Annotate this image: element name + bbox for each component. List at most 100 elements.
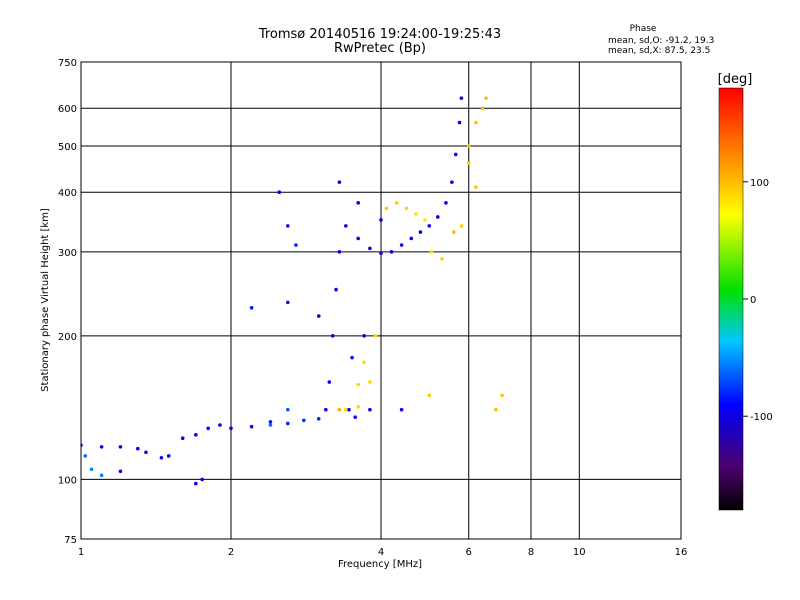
phase-o-stats: mean, sd,O: -91.2, 19.3 bbox=[608, 36, 714, 46]
data-point bbox=[218, 423, 222, 427]
data-point bbox=[384, 206, 389, 211]
data-point bbox=[337, 180, 342, 184]
data-point bbox=[285, 300, 290, 305]
data-point bbox=[249, 424, 254, 429]
data-point bbox=[350, 355, 354, 360]
colorbar-tick-label: 100 bbox=[750, 178, 769, 189]
x-tick-label: 10 bbox=[573, 547, 586, 558]
data-point bbox=[453, 152, 458, 157]
data-point bbox=[356, 404, 360, 409]
data-point bbox=[440, 257, 444, 261]
data-point bbox=[99, 445, 104, 449]
y-axis-label: Stationary phase Virtual Height [km] bbox=[40, 208, 51, 392]
x-tick-label: 4 bbox=[378, 547, 384, 558]
data-point bbox=[399, 243, 404, 247]
data-point bbox=[399, 407, 404, 412]
data-point bbox=[356, 236, 360, 241]
data-point bbox=[166, 454, 171, 458]
data-point bbox=[194, 433, 198, 437]
data-point bbox=[330, 334, 335, 338]
data-point bbox=[457, 120, 462, 125]
data-point bbox=[435, 215, 440, 219]
data-point bbox=[427, 224, 432, 228]
data-point bbox=[277, 190, 282, 195]
data-point bbox=[474, 120, 478, 125]
data-point bbox=[459, 96, 464, 100]
data-point bbox=[324, 407, 328, 412]
colorbar-ticks: 100 0 -100 bbox=[743, 178, 773, 423]
data-point bbox=[334, 287, 338, 292]
data-point bbox=[429, 250, 434, 254]
colorbar bbox=[718, 87, 744, 511]
data-point bbox=[404, 206, 409, 211]
data-point bbox=[373, 334, 378, 338]
data-point bbox=[118, 469, 123, 474]
data-point bbox=[379, 218, 383, 222]
data-point bbox=[379, 251, 383, 256]
data-point bbox=[229, 426, 233, 431]
y-tick-label: 600 bbox=[58, 104, 77, 115]
y-tick-label: 750 bbox=[58, 58, 77, 69]
data-point bbox=[466, 144, 471, 148]
data-point bbox=[409, 236, 414, 241]
data-point bbox=[249, 305, 254, 310]
data-point bbox=[200, 477, 204, 482]
colorbar-label: [deg] bbox=[718, 72, 753, 87]
data-point bbox=[494, 407, 498, 412]
data-point bbox=[450, 180, 454, 184]
chart-subtitle: RwPretec (Bp) bbox=[334, 41, 426, 56]
data-point bbox=[344, 224, 348, 228]
data-point bbox=[368, 407, 372, 412]
data-point bbox=[466, 161, 471, 166]
y-tick-label: 500 bbox=[58, 142, 77, 153]
data-point bbox=[285, 421, 290, 426]
data-point bbox=[268, 423, 273, 427]
data-point bbox=[480, 106, 485, 111]
data-point bbox=[474, 185, 478, 189]
data-point bbox=[368, 246, 372, 251]
x-axis: 1 2 4 6 8 10 16 bbox=[78, 547, 688, 558]
x-tick-label: 2 bbox=[228, 547, 234, 558]
data-point bbox=[285, 224, 290, 228]
phase-heading: Phase bbox=[630, 24, 657, 34]
data-point bbox=[118, 445, 123, 449]
data-point bbox=[159, 455, 164, 460]
data-point bbox=[81, 443, 83, 447]
data-point bbox=[427, 393, 432, 398]
data-point bbox=[356, 201, 360, 205]
data-point bbox=[337, 250, 342, 254]
data-point bbox=[302, 418, 306, 423]
data-point bbox=[344, 407, 348, 412]
data-points bbox=[81, 96, 504, 486]
data-point bbox=[337, 407, 342, 412]
data-point bbox=[484, 96, 488, 100]
data-point bbox=[368, 380, 372, 384]
data-point bbox=[418, 230, 423, 234]
data-point bbox=[294, 243, 298, 247]
data-point bbox=[99, 473, 104, 478]
x-tick-label: 8 bbox=[528, 547, 534, 558]
data-point bbox=[327, 380, 332, 384]
data-point bbox=[268, 420, 273, 424]
data-point bbox=[452, 230, 456, 234]
data-point bbox=[353, 415, 357, 420]
colorbar-tick-label: -100 bbox=[750, 412, 773, 423]
data-point bbox=[362, 334, 366, 338]
y-tick-label: 100 bbox=[58, 475, 77, 486]
data-point bbox=[347, 407, 351, 412]
data-point bbox=[316, 314, 321, 318]
data-point bbox=[423, 218, 427, 222]
data-point bbox=[83, 454, 88, 458]
data-point bbox=[135, 446, 140, 451]
y-tick-label: 400 bbox=[58, 188, 77, 199]
x-tick-label: 16 bbox=[675, 547, 688, 558]
data-point bbox=[414, 212, 418, 216]
chart-title: Tromsø 20140516 19:24:00-19:25:43 bbox=[258, 27, 501, 42]
grid bbox=[81, 62, 681, 539]
x-tick-label: 1 bbox=[78, 547, 84, 558]
data-point bbox=[459, 224, 464, 228]
data-point bbox=[394, 201, 399, 205]
data-point bbox=[180, 436, 185, 441]
data-point bbox=[500, 393, 504, 398]
